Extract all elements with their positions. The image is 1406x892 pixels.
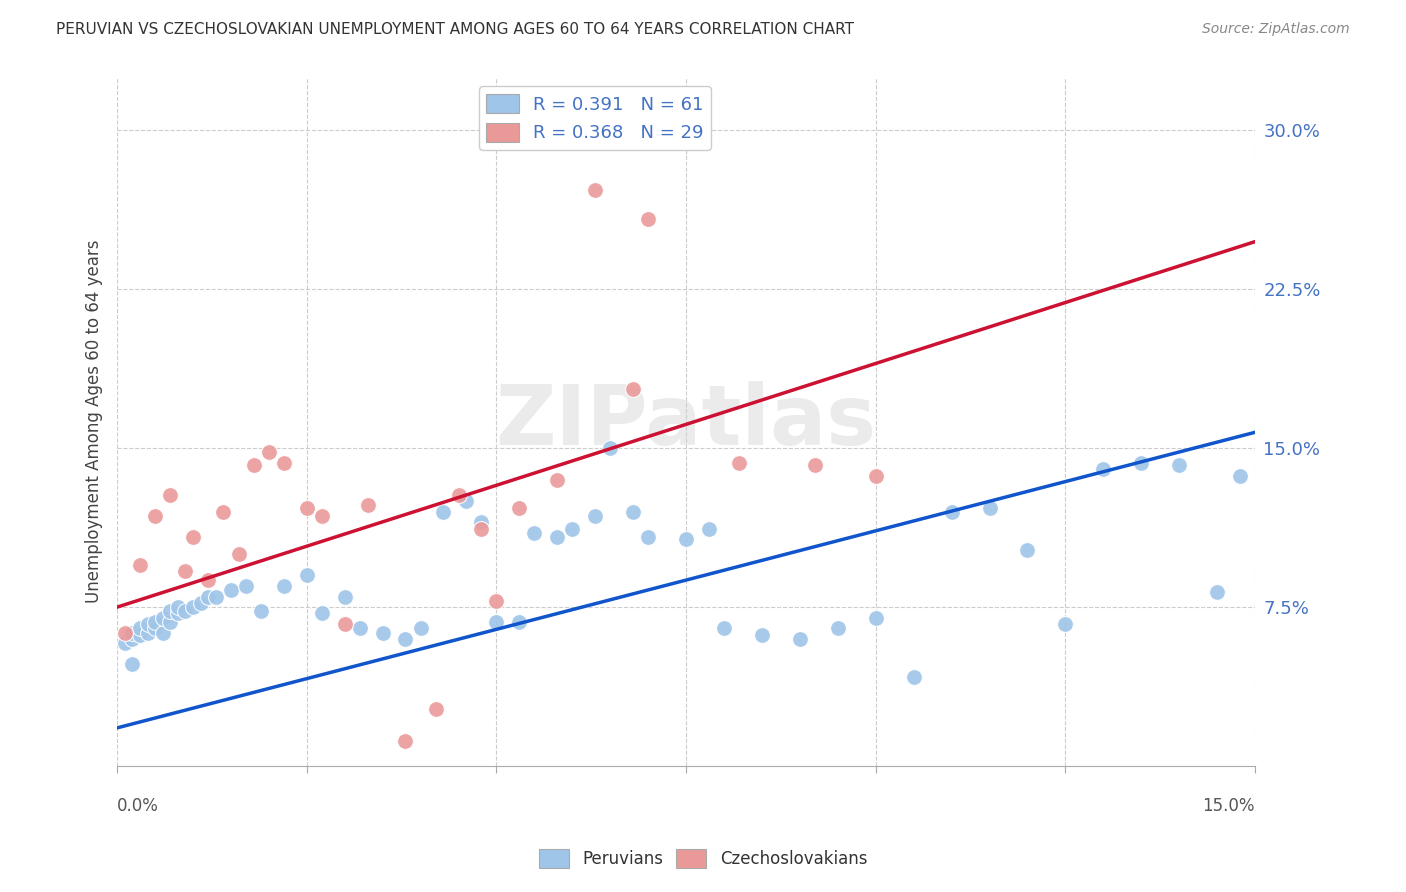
Point xyxy=(174,604,197,618)
Text: ZIPatlas: ZIPatlas xyxy=(495,381,876,462)
Point xyxy=(546,473,568,487)
Point xyxy=(508,500,530,515)
Point xyxy=(751,627,773,641)
Point xyxy=(167,600,190,615)
Point xyxy=(197,590,219,604)
Point xyxy=(394,733,416,747)
Point xyxy=(675,533,697,547)
Point xyxy=(295,500,318,515)
Point xyxy=(1206,585,1229,599)
Point xyxy=(219,583,242,598)
Text: 0.0%: 0.0% xyxy=(117,797,159,814)
Point xyxy=(827,621,849,635)
Point xyxy=(583,183,606,197)
Point xyxy=(121,657,143,672)
Point xyxy=(167,607,190,621)
Point xyxy=(143,508,166,523)
Point xyxy=(371,625,394,640)
Point xyxy=(181,530,204,544)
Point xyxy=(485,615,508,629)
Point xyxy=(1017,542,1039,557)
Point xyxy=(333,590,356,604)
Point xyxy=(333,617,356,632)
Point xyxy=(470,516,492,530)
Point xyxy=(129,627,152,641)
Point xyxy=(295,568,318,582)
Point xyxy=(394,632,416,646)
Point xyxy=(713,621,735,635)
Point xyxy=(174,564,197,578)
Point xyxy=(136,617,159,632)
Point xyxy=(865,468,887,483)
Point xyxy=(425,702,447,716)
Point xyxy=(432,505,454,519)
Point xyxy=(485,593,508,607)
Point xyxy=(311,508,333,523)
Point xyxy=(561,522,583,536)
Point xyxy=(129,558,152,572)
Point xyxy=(789,632,811,646)
Point xyxy=(235,579,257,593)
Point xyxy=(1054,617,1077,632)
Point xyxy=(865,610,887,624)
Point xyxy=(599,441,621,455)
Point xyxy=(159,488,181,502)
Point xyxy=(903,670,925,684)
Point xyxy=(470,522,492,536)
Point xyxy=(129,621,152,635)
Point xyxy=(621,505,644,519)
Point xyxy=(637,212,659,227)
Point xyxy=(136,625,159,640)
Point xyxy=(409,621,432,635)
Point xyxy=(159,604,181,618)
Point xyxy=(143,621,166,635)
Point xyxy=(242,458,264,472)
Point xyxy=(159,615,181,629)
Point xyxy=(311,607,333,621)
Point xyxy=(637,530,659,544)
Point xyxy=(804,458,827,472)
Point xyxy=(143,615,166,629)
Legend: R = 0.391   N = 61, R = 0.368   N = 29: R = 0.391 N = 61, R = 0.368 N = 29 xyxy=(479,87,711,150)
Point xyxy=(1092,462,1115,476)
Point xyxy=(273,579,295,593)
Point xyxy=(1130,456,1153,470)
Point xyxy=(152,610,174,624)
Legend: Peruvians, Czechoslovakians: Peruvians, Czechoslovakians xyxy=(531,843,875,875)
Point xyxy=(523,525,546,540)
Point xyxy=(273,456,295,470)
Point xyxy=(212,505,235,519)
Text: Source: ZipAtlas.com: Source: ZipAtlas.com xyxy=(1202,22,1350,37)
Point xyxy=(190,596,212,610)
Point xyxy=(152,625,174,640)
Point xyxy=(121,625,143,640)
Point xyxy=(204,590,226,604)
Point xyxy=(728,456,751,470)
Text: 15.0%: 15.0% xyxy=(1202,797,1256,814)
Point xyxy=(250,604,273,618)
Point xyxy=(546,530,568,544)
Point xyxy=(114,625,136,640)
Point xyxy=(257,445,280,459)
Point xyxy=(621,382,644,396)
Point xyxy=(508,615,530,629)
Point xyxy=(121,632,143,646)
Text: PERUVIAN VS CZECHOSLOVAKIAN UNEMPLOYMENT AMONG AGES 60 TO 64 YEARS CORRELATION C: PERUVIAN VS CZECHOSLOVAKIAN UNEMPLOYMENT… xyxy=(56,22,855,37)
Point xyxy=(583,508,606,523)
Point xyxy=(697,522,720,536)
Point xyxy=(1168,458,1191,472)
Point xyxy=(1229,468,1251,483)
Point xyxy=(979,500,1001,515)
Point xyxy=(228,547,250,561)
Point xyxy=(356,499,378,513)
Point xyxy=(197,573,219,587)
Y-axis label: Unemployment Among Ages 60 to 64 years: Unemployment Among Ages 60 to 64 years xyxy=(86,240,103,604)
Point xyxy=(181,600,204,615)
Point xyxy=(349,621,371,635)
Point xyxy=(114,636,136,650)
Point xyxy=(447,488,470,502)
Point xyxy=(456,494,478,508)
Point xyxy=(941,505,963,519)
